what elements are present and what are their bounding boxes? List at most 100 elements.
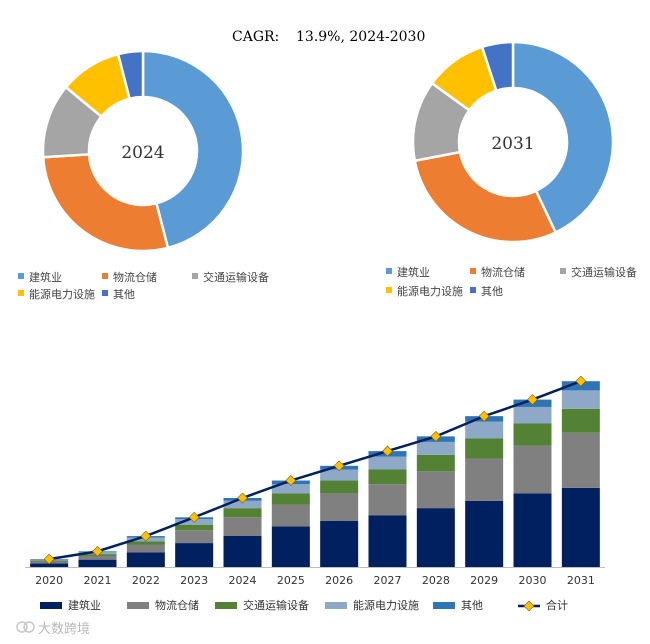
donut-2031-legend-label: 物流仓储 bbox=[481, 265, 525, 279]
x-tick-label: 2023 bbox=[180, 574, 208, 587]
bar-2023-1 bbox=[175, 530, 214, 544]
donut-2031-legend-label: 建筑业 bbox=[397, 265, 430, 279]
total-marker-2030 bbox=[527, 394, 538, 406]
total-marker-2023 bbox=[188, 511, 200, 523]
total-marker-2022 bbox=[140, 530, 152, 542]
bar-legend-label: 物流仓储 bbox=[155, 598, 199, 612]
donut-2031-legend-label: 其他 bbox=[481, 285, 503, 298]
donut-2024-legend-swatch bbox=[102, 273, 108, 279]
line-legend-marker bbox=[523, 600, 535, 612]
bar-2026-1 bbox=[320, 493, 359, 522]
bar-2030-3 bbox=[513, 406, 552, 424]
bar-2026-3 bbox=[320, 469, 359, 481]
bar-2028-2 bbox=[416, 454, 455, 472]
total-marker-2021 bbox=[92, 545, 103, 557]
bar-2023-2 bbox=[175, 524, 214, 531]
cagr-value: 13.9%, 2024-2030 bbox=[296, 29, 425, 45]
total-marker-2020 bbox=[43, 553, 55, 565]
bar-legend-swatch bbox=[215, 602, 237, 609]
bar-2031-2 bbox=[561, 408, 600, 433]
donut-2024-legend-label: 其他 bbox=[113, 288, 135, 301]
x-tick-label: 2030 bbox=[519, 574, 547, 587]
x-tick-label: 2022 bbox=[132, 574, 160, 587]
x-tick-label: 2026 bbox=[325, 574, 353, 587]
bar-2029-0 bbox=[465, 500, 504, 567]
donut-2024-legend-label: 交通运输设备 bbox=[203, 270, 269, 284]
x-tick-label: 2029 bbox=[470, 574, 498, 587]
bar-2030-2 bbox=[513, 423, 552, 446]
bar-2026-0 bbox=[320, 521, 359, 567]
x-tick-label: 2021 bbox=[84, 574, 112, 587]
bar-legend-swatch bbox=[127, 602, 149, 609]
bar-legend-swatch bbox=[325, 602, 347, 609]
bar-2025-0 bbox=[271, 526, 310, 567]
donut-2031-legend-label: 交通运输设备 bbox=[571, 265, 637, 279]
bar-2021-1 bbox=[78, 555, 117, 560]
donut-2024-legend-label: 能源电力设施 bbox=[29, 287, 95, 301]
bar-2030-1 bbox=[513, 445, 552, 494]
bar-2024-0 bbox=[223, 535, 262, 567]
bar-2027-1 bbox=[368, 484, 407, 516]
bar-2022-0 bbox=[126, 552, 165, 567]
total-marker-2028 bbox=[430, 430, 442, 442]
donut-2031-legend-swatch bbox=[470, 268, 476, 274]
bar-2025-2 bbox=[271, 493, 310, 505]
bar-legend-label: 交通运输设备 bbox=[243, 598, 309, 612]
bar-2025-3 bbox=[271, 484, 310, 494]
watermark-logo-icon bbox=[16, 621, 28, 633]
donut-2024-legend-swatch bbox=[18, 290, 24, 296]
bar-2026-2 bbox=[320, 480, 359, 494]
bar-2028-3 bbox=[416, 441, 455, 455]
bar-2022-2 bbox=[126, 541, 165, 545]
donut-2024-legend-swatch bbox=[192, 273, 198, 279]
donut-2031-slice-1 bbox=[413, 150, 558, 244]
donut-2024-slice-0 bbox=[141, 49, 245, 250]
line-legend-label: 合计 bbox=[546, 598, 568, 612]
bar-2029-3 bbox=[465, 421, 504, 439]
donut-2024-slice-1 bbox=[41, 153, 170, 253]
bar-legend-label: 其他 bbox=[461, 599, 483, 612]
bar-2031-0 bbox=[561, 487, 600, 567]
x-tick-label: 2024 bbox=[229, 574, 257, 587]
watermark-logo-icon bbox=[23, 621, 35, 633]
donut-2031-legend-swatch bbox=[470, 287, 476, 293]
bar-legend-label: 建筑业 bbox=[68, 598, 101, 612]
bar-2031-3 bbox=[561, 390, 600, 409]
watermark-text: 大数跨境 bbox=[38, 622, 90, 637]
total-marker-2027 bbox=[382, 445, 393, 457]
donut-2031-slice-4 bbox=[480, 40, 515, 93]
donut-2031-legend-label: 能源电力设施 bbox=[397, 284, 463, 298]
donut-2024-legend-label: 物流仓储 bbox=[113, 270, 157, 284]
donut-2024-legend-swatch bbox=[102, 290, 108, 296]
bar-2023-0 bbox=[175, 543, 214, 567]
bar-2021-0 bbox=[78, 559, 117, 567]
x-tick-label: 2028 bbox=[422, 574, 450, 587]
donut-2031-slice-0 bbox=[511, 40, 615, 235]
x-tick-label: 2020 bbox=[35, 574, 63, 587]
bar-2031-1 bbox=[561, 432, 600, 488]
bar-2027-0 bbox=[368, 515, 407, 567]
bar-2020-0 bbox=[30, 563, 69, 567]
total-marker-2025 bbox=[285, 475, 297, 486]
donut-2024-legend-swatch bbox=[18, 273, 24, 279]
donut-2031-center-label: 2031 bbox=[491, 134, 534, 154]
bar-2022-1 bbox=[126, 544, 165, 553]
donut-2031-legend-swatch bbox=[386, 268, 392, 274]
total-line bbox=[48, 380, 582, 561]
bar-legend-swatch bbox=[40, 602, 62, 609]
total-marker-2026 bbox=[333, 460, 345, 472]
donut-2024-center-label: 2024 bbox=[121, 143, 164, 163]
x-tick-label: 2027 bbox=[374, 574, 402, 587]
x-tick-label: 2031 bbox=[567, 574, 595, 587]
bar-2027-3 bbox=[368, 456, 407, 470]
bar-2030-0 bbox=[513, 493, 552, 567]
bar-2027-2 bbox=[368, 469, 407, 485]
total-marker-2031 bbox=[575, 375, 587, 387]
donut-2024-slice-4 bbox=[116, 49, 145, 101]
bar-legend-swatch bbox=[433, 602, 455, 609]
bar-2024-1 bbox=[223, 517, 262, 536]
donut-2031-legend-swatch bbox=[386, 287, 392, 293]
x-tick-label: 2025 bbox=[277, 574, 305, 587]
